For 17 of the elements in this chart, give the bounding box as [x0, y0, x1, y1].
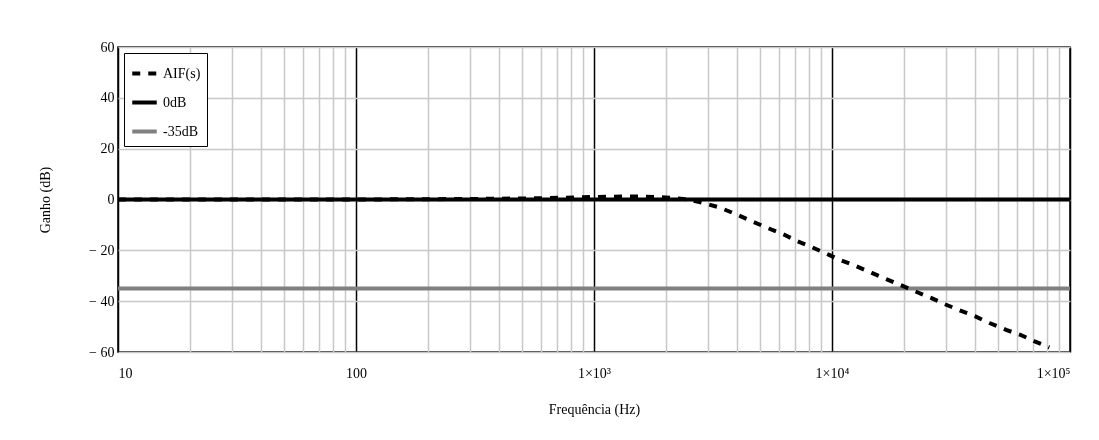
- y-tick-label: − 60: [89, 344, 115, 360]
- x-tick-label: 1×10³: [577, 365, 612, 381]
- x-tick-label: 100: [346, 365, 367, 381]
- y-axis-title: Ganho (dB): [38, 166, 55, 234]
- x-tick-label: 1×10⁵: [1036, 365, 1071, 381]
- y-tick-label: 0: [107, 192, 115, 207]
- legend-label: -35dB: [163, 123, 198, 139]
- legend-label: 0dB: [163, 94, 187, 110]
- y-tick-label: − 20: [89, 242, 115, 258]
- y-tick-label: − 40: [89, 293, 115, 309]
- y-tick-label: 20: [100, 141, 115, 157]
- legend-label: AIF(s): [163, 65, 201, 82]
- y-tick-label: 60: [100, 39, 115, 55]
- x-axis-title: Frequência (Hz): [548, 401, 641, 418]
- y-tick-label: 40: [100, 90, 115, 106]
- x-tick-label: 1×10⁴: [815, 365, 850, 381]
- x-tick-label: 10: [118, 365, 133, 381]
